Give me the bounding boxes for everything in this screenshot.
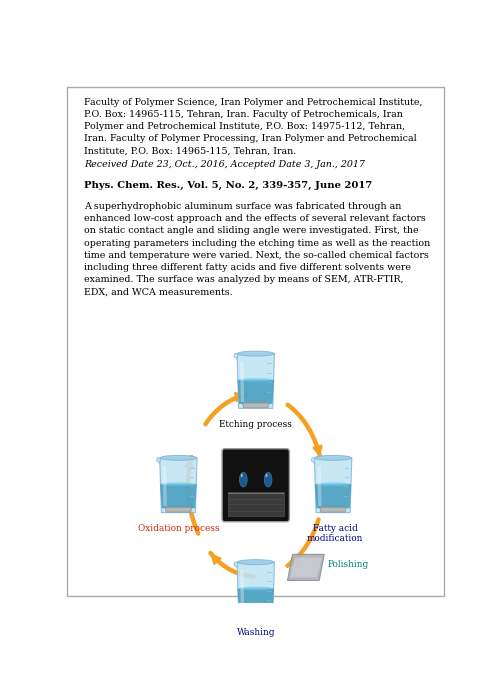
Ellipse shape (160, 456, 197, 460)
Polygon shape (234, 562, 238, 567)
Polygon shape (237, 562, 274, 617)
Ellipse shape (264, 473, 272, 487)
Ellipse shape (315, 456, 351, 460)
Polygon shape (160, 458, 197, 512)
Text: Washing: Washing (237, 628, 275, 637)
Ellipse shape (238, 378, 273, 382)
Ellipse shape (240, 473, 247, 487)
Polygon shape (290, 557, 322, 577)
Text: Fatty acid
modification: Fatty acid modification (307, 524, 363, 543)
Polygon shape (317, 466, 321, 506)
FancyBboxPatch shape (222, 449, 289, 522)
Polygon shape (163, 466, 167, 506)
Ellipse shape (238, 560, 274, 565)
Ellipse shape (265, 474, 267, 477)
Text: Etching process: Etching process (219, 420, 292, 429)
Ellipse shape (238, 587, 273, 590)
Ellipse shape (238, 351, 274, 356)
Polygon shape (314, 458, 352, 512)
Text: Polishing: Polishing (328, 561, 369, 569)
Text: A superhydrophobic aluminum surface was fabricated through an
enhanced low-cost : A superhydrophobic aluminum surface was … (84, 202, 430, 297)
Text: Phys. Chem. Res., Vol. 5, No. 2, 339-357, June 2017: Phys. Chem. Res., Vol. 5, No. 2, 339-357… (84, 181, 372, 190)
Text: Received Date 23, Oct., 2016, Accepted Date 3, Jan., 2017: Received Date 23, Oct., 2016, Accepted D… (84, 160, 365, 169)
Polygon shape (165, 507, 192, 512)
Polygon shape (287, 554, 324, 580)
Polygon shape (243, 611, 269, 616)
Polygon shape (238, 380, 274, 404)
Polygon shape (240, 362, 244, 401)
Polygon shape (234, 353, 238, 359)
Polygon shape (315, 484, 351, 508)
Polygon shape (160, 484, 197, 508)
Polygon shape (157, 458, 161, 463)
Text: Oxidation process: Oxidation process (138, 524, 219, 533)
Polygon shape (243, 403, 269, 408)
Ellipse shape (161, 483, 196, 486)
Ellipse shape (315, 483, 351, 486)
Polygon shape (240, 570, 244, 610)
Polygon shape (238, 588, 274, 613)
Ellipse shape (241, 474, 243, 477)
Polygon shape (237, 353, 274, 408)
Text: Faculty of Polymer Science, Iran Polymer and Petrochemical Institute,
P.O. Box: : Faculty of Polymer Science, Iran Polymer… (84, 98, 422, 156)
Polygon shape (311, 458, 315, 463)
FancyBboxPatch shape (228, 492, 284, 516)
Polygon shape (320, 507, 346, 512)
FancyBboxPatch shape (67, 87, 445, 596)
